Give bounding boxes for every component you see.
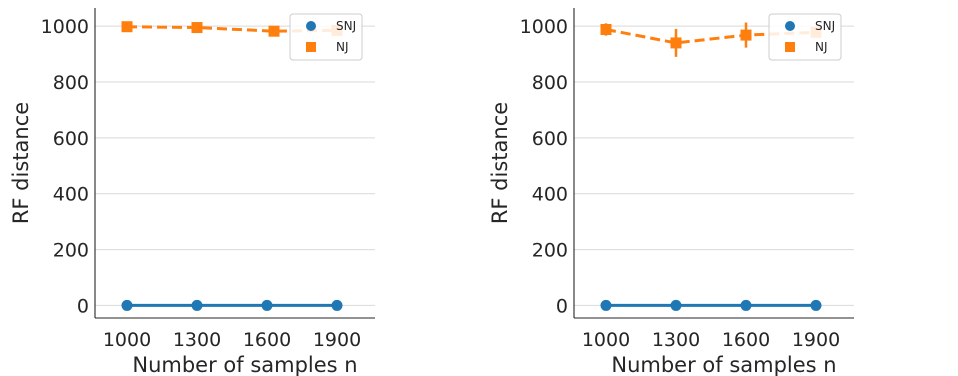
y-tick-label: 0 bbox=[77, 295, 89, 317]
legend: SNJ NJ bbox=[289, 13, 363, 61]
x-tick-label: 1900 bbox=[313, 329, 361, 351]
y-axis-label: RF distance bbox=[488, 102, 512, 224]
data-point bbox=[600, 24, 612, 36]
legend-label: SNJ bbox=[336, 19, 356, 33]
x-tick-label: 1300 bbox=[652, 329, 700, 351]
x-tick-label: 1300 bbox=[173, 329, 221, 351]
x-tick-label: 1600 bbox=[722, 329, 770, 351]
chart-left: 0 200 400 600 800 1000 1000 1300 1600 1900Number … bbox=[9, 8, 375, 376]
data-point bbox=[670, 299, 682, 311]
data-point bbox=[670, 37, 682, 49]
series-line-nj bbox=[605, 28, 817, 45]
y-tick-label: 0 bbox=[556, 295, 568, 317]
x-tick-label: 1000 bbox=[582, 329, 630, 351]
data-point bbox=[740, 299, 752, 311]
y-tick-label: 1000 bbox=[520, 16, 568, 38]
data-point bbox=[191, 299, 203, 311]
x-tick-label: 1600 bbox=[243, 329, 291, 351]
legend-marker-snj bbox=[306, 21, 316, 31]
x-tick-label: 1000 bbox=[103, 329, 151, 351]
legend: SNJ NJ bbox=[768, 13, 842, 61]
x-axis-label: Number of samples n bbox=[132, 353, 357, 376]
y-tick-label: 400 bbox=[53, 184, 89, 206]
data-point bbox=[600, 299, 612, 311]
data-point bbox=[261, 299, 273, 311]
data-point bbox=[740, 29, 752, 41]
legend-marker-nj bbox=[785, 42, 795, 52]
chart-right: 0 200 400 600 800 1000 1000 1300 1600 1900Number … bbox=[488, 8, 854, 376]
legend-label: NJ bbox=[815, 40, 828, 54]
series-snj bbox=[121, 299, 343, 311]
y-tick-label: 200 bbox=[532, 240, 568, 262]
y-axis-label: RF distance bbox=[9, 102, 33, 224]
legend-marker-nj bbox=[306, 42, 316, 52]
x-axis-label: Number of samples n bbox=[611, 353, 836, 376]
data-point bbox=[121, 21, 133, 33]
y-tick-label: 200 bbox=[53, 240, 89, 262]
data-point bbox=[121, 299, 133, 311]
data-point bbox=[268, 25, 280, 37]
y-tick-label: 400 bbox=[532, 184, 568, 206]
legend-label: SNJ bbox=[815, 19, 835, 33]
data-point bbox=[191, 22, 203, 34]
y-tick-label: 1000 bbox=[41, 16, 89, 38]
y-tick-label: 600 bbox=[53, 128, 89, 150]
series-line-nj bbox=[126, 25, 338, 33]
legend-label: NJ bbox=[336, 40, 349, 54]
data-point bbox=[810, 299, 822, 311]
legend-marker-snj bbox=[785, 21, 795, 31]
x-tick-label: 1900 bbox=[792, 329, 840, 351]
series-snj bbox=[600, 299, 822, 311]
y-tick-label: 800 bbox=[532, 72, 568, 94]
y-tick-label: 800 bbox=[53, 72, 89, 94]
y-tick-label: 600 bbox=[532, 128, 568, 150]
data-point bbox=[331, 299, 343, 311]
